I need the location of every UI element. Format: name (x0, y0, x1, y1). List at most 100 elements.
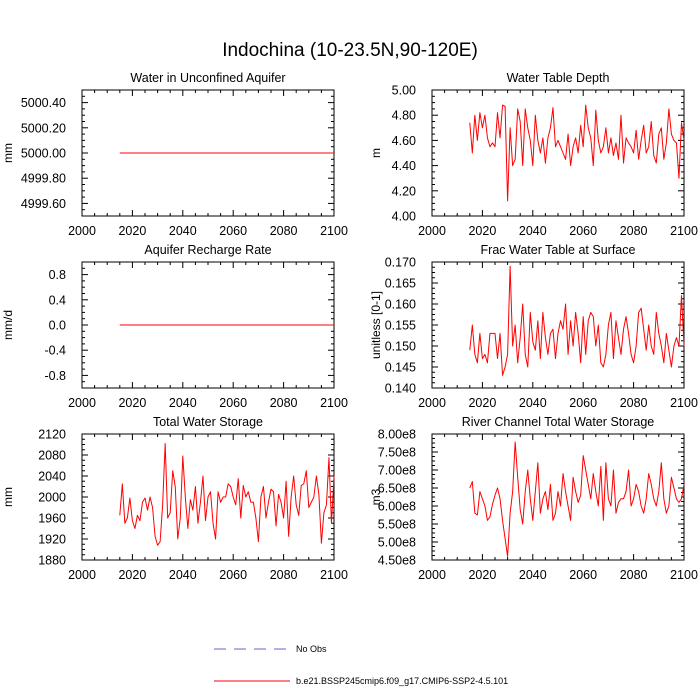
legend-model-label: b.e21.BSSP245cmip6.f09_g17.CMIP6-SSP2-4.… (296, 676, 508, 686)
panel-title: Frac Water Table at Surface (481, 243, 636, 257)
y-tick-label: 0.150 (385, 340, 416, 354)
panel-2: Water Table Depth m 2000 2020 2040 2060 2080 21… (369, 71, 698, 238)
panel-title: Total Water Storage (153, 415, 263, 429)
panel-1: Water in Unconfined Aquifer mm 2000 2020 204… (1, 71, 348, 238)
y-tick-label: 6.50e8 (378, 482, 416, 496)
x-tick-label: 2040 (519, 568, 547, 582)
x-tick-label: 2080 (270, 396, 298, 410)
y-tick-label: 2120 (38, 428, 66, 442)
panel-title: River Channel Total Water Storage (462, 415, 655, 429)
x-tick-label: 2000 (68, 568, 96, 582)
y-tick-label: 0.160 (385, 298, 416, 312)
x-tick-label: 2060 (219, 568, 247, 582)
series-line (469, 265, 685, 376)
x-tick-label: 2000 (68, 396, 96, 410)
x-tick-label: 2020 (468, 224, 496, 238)
x-tick-label: 2060 (569, 224, 597, 238)
y-axis-label: m3 (369, 488, 383, 505)
y-tick-label: 4.00 (392, 210, 416, 224)
y-tick-label: 4.50e8 (378, 554, 416, 568)
y-tick-label: 5.50e8 (378, 518, 416, 532)
panels: Water in Unconfined Aquifer mm 2000 2020 204… (1, 71, 698, 582)
y-tick-label: 4.60 (392, 134, 416, 148)
panel-title: Water in Unconfined Aquifer (130, 71, 285, 85)
x-tick-label: 2100 (320, 568, 348, 582)
panel-6: River Channel Total Water Storage m3 2000 2… (369, 415, 698, 582)
y-tick-label: 5.00 (392, 84, 416, 98)
y-tick-label: 5000.20 (21, 121, 66, 135)
x-tick-label: 2080 (620, 568, 648, 582)
y-tick-label: 8.00e8 (378, 428, 416, 442)
x-tick-label: 2080 (620, 396, 648, 410)
series-line (119, 442, 335, 546)
y-tick-label: 4999.80 (21, 172, 66, 186)
y-tick-label: -0.4 (44, 344, 66, 358)
y-tick-label: 4.80 (392, 109, 416, 123)
y-axis-label: unitless [0-1] (369, 291, 383, 359)
y-tick-label: 4.20 (392, 184, 416, 198)
y-tick-label: 1920 (38, 533, 66, 547)
figure-title: Indochina (10-23.5N,90-120E) (222, 40, 478, 61)
legend: No Obs b.e21.BSSP245cmip6.f09_g17.CMIP6-… (214, 644, 508, 686)
x-tick-label: 2080 (270, 568, 298, 582)
y-tick-label: 2040 (38, 470, 66, 484)
panel-3: Aquifer Recharge Rate mm/d 2000 2020 2040 206… (1, 243, 348, 410)
x-tick-label: 2040 (519, 224, 547, 238)
panel-title: Water Table Depth (507, 71, 610, 85)
x-tick-label: 2060 (219, 396, 247, 410)
y-tick-label: 5.00e8 (378, 536, 416, 550)
panel-title: Aquifer Recharge Rate (144, 243, 271, 257)
y-tick-label: 0.0 (49, 319, 66, 333)
y-tick-label: 4.40 (392, 159, 416, 173)
x-tick-label: 2020 (118, 568, 146, 582)
panel-5: Total Water Storage mm 2000 2020 2040 2060 208… (1, 415, 348, 582)
y-tick-label: 0.4 (49, 293, 66, 307)
x-tick-label: 2040 (519, 396, 547, 410)
y-tick-label: 4999.60 (21, 197, 66, 211)
y-tick-label: 2000 (38, 491, 66, 505)
x-tick-label: 2060 (569, 396, 597, 410)
y-axis-label: mm/d (1, 310, 15, 340)
x-tick-label: 2020 (468, 568, 496, 582)
y-axis-label: mm (1, 143, 15, 163)
y-tick-label: 7.00e8 (378, 464, 416, 478)
x-tick-label: 2100 (670, 396, 698, 410)
series-line (469, 104, 685, 202)
y-axis-label: m (369, 148, 383, 158)
y-tick-label: 0.155 (385, 319, 416, 333)
y-tick-label: 1880 (38, 554, 66, 568)
y-tick-label: 2080 (38, 449, 66, 463)
y-tick-label: 0.170 (385, 256, 416, 270)
y-tick-label: 0.140 (385, 382, 416, 396)
x-tick-label: 2040 (169, 568, 197, 582)
panel-4: Frac Water Table at Surface unitless [0-1… (369, 243, 698, 410)
y-tick-label: -0.8 (44, 369, 66, 383)
x-tick-label: 2080 (620, 224, 648, 238)
y-tick-label: 0.165 (385, 277, 416, 291)
x-tick-label: 2100 (670, 224, 698, 238)
x-tick-label: 2080 (270, 224, 298, 238)
x-tick-label: 2040 (169, 396, 197, 410)
x-tick-label: 2020 (118, 396, 146, 410)
x-tick-label: 2060 (219, 224, 247, 238)
x-tick-label: 2100 (320, 396, 348, 410)
legend-obs-label: No Obs (296, 644, 327, 654)
y-tick-label: 0.145 (385, 361, 416, 375)
x-tick-label: 2060 (569, 568, 597, 582)
y-axis-label: mm (1, 487, 15, 507)
x-tick-label: 2000 (68, 224, 96, 238)
x-tick-label: 2000 (418, 224, 446, 238)
x-tick-label: 2000 (418, 568, 446, 582)
y-tick-label: 0.8 (49, 268, 66, 282)
x-tick-label: 2000 (418, 396, 446, 410)
x-tick-label: 2100 (320, 224, 348, 238)
x-tick-label: 2020 (118, 224, 146, 238)
y-tick-label: 5000.00 (21, 147, 66, 161)
x-tick-label: 2100 (670, 568, 698, 582)
y-tick-label: 6.00e8 (378, 500, 416, 514)
series-line (469, 441, 685, 557)
y-tick-label: 5000.40 (21, 96, 66, 110)
x-tick-label: 2020 (468, 396, 496, 410)
y-tick-label: 1960 (38, 512, 66, 526)
